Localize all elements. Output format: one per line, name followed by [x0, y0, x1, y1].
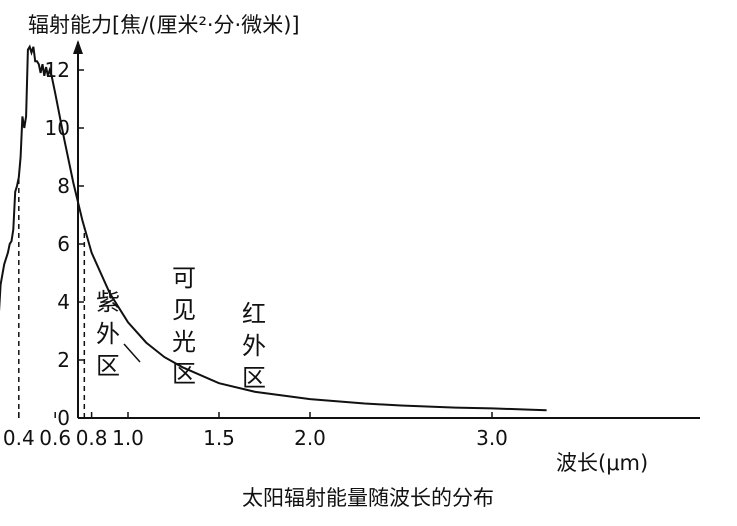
- infrared-region-label: 红 外 区: [242, 300, 266, 392]
- visible-region-label: 可 见 光 区: [172, 264, 196, 388]
- y-axis-arrow: [73, 40, 83, 54]
- chart-caption: 太阳辐射能量随波长的分布: [242, 486, 494, 510]
- x-tick-label: 3.0: [476, 426, 508, 450]
- uv-char-2: 外: [96, 320, 120, 348]
- ir-char-2: 外: [242, 332, 266, 360]
- x-tick-label: 1.0: [112, 426, 144, 450]
- x-ticks: 0.20.40.60.81.01.52.03.0: [3, 412, 508, 450]
- ir-char-3: 区: [242, 364, 266, 392]
- uv-char-1: 紫: [96, 288, 120, 316]
- uv-char-3: 区: [96, 352, 120, 380]
- x-tick-label: 0.6: [39, 426, 71, 450]
- y-tick-label: 0: [57, 406, 70, 430]
- y-ticks: 0 2 4 6 8 10 12: [45, 58, 84, 430]
- x-tick-label: 0.8: [76, 426, 108, 450]
- visible-char-2: 见: [172, 296, 196, 324]
- radiation-curve: [0, 44, 547, 412]
- visible-char-1: 可: [172, 264, 196, 292]
- region-boundaries: [18, 177, 86, 418]
- x-tick-label: 0.4: [3, 426, 35, 450]
- uv-region-label: 紫 外 区: [96, 288, 120, 380]
- y-tick-label: 6: [57, 232, 70, 256]
- ir-char-1: 红: [242, 300, 266, 328]
- y-axis-title: 辐射能力[焦/(厘米²·分·微米)]: [28, 13, 300, 37]
- y-tick-label: 2: [57, 348, 70, 372]
- x-tick-label: 2.0: [294, 426, 326, 450]
- y-tick-label: 12: [45, 58, 70, 82]
- uv-pointer-line: [123, 343, 141, 363]
- y-tick-label: 4: [57, 290, 70, 314]
- x-tick-label: 1.5: [203, 426, 235, 450]
- visible-char-4: 区: [172, 360, 196, 388]
- y-tick-label: 8: [57, 174, 70, 198]
- visible-char-3: 光: [172, 328, 196, 356]
- x-axis-title: 波长(μm): [556, 451, 648, 475]
- y-tick-label: 10: [45, 116, 70, 140]
